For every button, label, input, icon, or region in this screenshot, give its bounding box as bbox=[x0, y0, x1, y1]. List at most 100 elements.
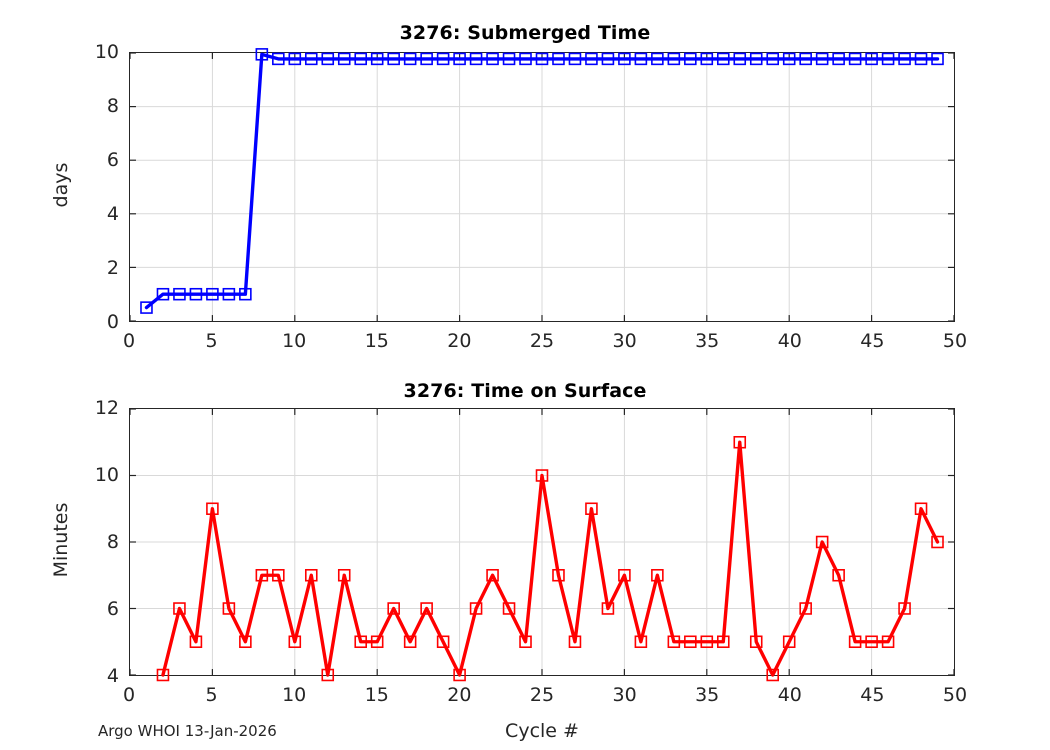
y-tick-label: 2 bbox=[106, 257, 119, 279]
data-point-marker bbox=[782, 52, 796, 66]
plot-area-time-on-surface bbox=[129, 408, 955, 682]
x-tick-label: 50 bbox=[942, 330, 968, 352]
data-point-marker bbox=[239, 635, 252, 649]
data-point-marker bbox=[453, 52, 466, 66]
data-point-marker bbox=[634, 52, 648, 66]
series-time-on-surface bbox=[129, 408, 955, 682]
data-point-marker bbox=[898, 52, 911, 66]
x-tick-label: 0 bbox=[122, 684, 136, 706]
y-axis-label-days: days bbox=[50, 162, 72, 208]
data-point-marker bbox=[634, 635, 648, 649]
y-tick-label: 6 bbox=[106, 149, 119, 171]
data-point-marker bbox=[354, 635, 368, 649]
x-axis-label-cycle: Cycle # bbox=[505, 720, 579, 742]
data-point-marker bbox=[766, 52, 780, 66]
data-point-marker bbox=[667, 52, 681, 66]
data-point-marker bbox=[272, 52, 285, 66]
data-point-marker bbox=[881, 52, 895, 66]
y-tick-label: 10 bbox=[94, 41, 119, 63]
data-point-marker bbox=[766, 668, 780, 682]
data-point-marker bbox=[288, 635, 302, 649]
data-point-marker bbox=[815, 535, 829, 549]
y-tick-label: 6 bbox=[106, 598, 119, 620]
x-tick-label: 20 bbox=[447, 330, 472, 352]
data-point-marker bbox=[931, 52, 944, 66]
data-point-marker bbox=[618, 52, 631, 66]
x-tick-label: 10 bbox=[282, 330, 307, 352]
data-point-marker bbox=[568, 635, 582, 649]
data-point-marker bbox=[832, 52, 845, 66]
data-point-marker bbox=[337, 568, 351, 582]
data-point-marker bbox=[370, 635, 384, 649]
y-tick-label: 10 bbox=[94, 464, 119, 486]
x-tick-label: 30 bbox=[612, 330, 637, 352]
x-tick-label: 5 bbox=[205, 330, 218, 352]
x-tick-label: 5 bbox=[205, 684, 218, 706]
data-point-marker bbox=[914, 52, 928, 66]
data-point-marker bbox=[403, 635, 417, 649]
data-point-marker bbox=[535, 52, 549, 66]
data-point-marker bbox=[304, 568, 318, 582]
data-point-marker bbox=[370, 52, 384, 66]
x-tick-label: 0 bbox=[122, 330, 136, 352]
data-point-marker bbox=[288, 52, 302, 66]
data-point-marker bbox=[255, 48, 269, 61]
data-markers bbox=[156, 435, 944, 682]
data-point-marker bbox=[667, 635, 681, 649]
y-tick-label: 12 bbox=[94, 397, 119, 419]
x-tick-label: 25 bbox=[529, 684, 555, 706]
data-point-marker bbox=[272, 568, 285, 582]
data-point-marker bbox=[568, 52, 582, 66]
data-point-marker bbox=[222, 602, 236, 615]
data-point-marker bbox=[140, 301, 153, 314]
chart-title-submerged-time: 3276: Submerged Time bbox=[399, 22, 651, 44]
data-point-marker bbox=[799, 52, 812, 66]
data-point-marker bbox=[700, 52, 714, 66]
data-point-marker bbox=[436, 52, 450, 66]
x-tick-label: 10 bbox=[282, 684, 307, 706]
data-point-marker bbox=[684, 635, 697, 649]
x-tick-label: 25 bbox=[529, 330, 555, 352]
data-point-marker bbox=[304, 52, 318, 66]
footer-attribution: Argo WHOI 13-Jan-2026 bbox=[98, 722, 277, 740]
data-point-marker bbox=[337, 52, 351, 66]
y-tick-label: 0 bbox=[106, 311, 119, 333]
data-point-marker bbox=[420, 52, 433, 66]
data-line bbox=[161, 440, 940, 677]
data-point-marker bbox=[535, 469, 549, 482]
data-point-marker bbox=[749, 635, 763, 649]
data-point-marker bbox=[206, 502, 219, 516]
data-point-marker bbox=[321, 668, 335, 682]
data-point-marker bbox=[601, 52, 615, 66]
data-point-marker bbox=[782, 635, 796, 649]
data-point-marker bbox=[436, 635, 450, 649]
y-tick-label: 8 bbox=[106, 95, 119, 117]
data-point-marker bbox=[469, 602, 483, 615]
data-point-marker bbox=[881, 635, 895, 649]
data-point-marker bbox=[865, 52, 878, 66]
data-point-marker bbox=[749, 52, 763, 66]
data-point-marker bbox=[222, 287, 236, 301]
data-point-marker bbox=[684, 52, 697, 66]
tick-marks bbox=[129, 408, 955, 676]
data-point-marker bbox=[799, 602, 812, 615]
x-tick-label: 50 bbox=[942, 684, 968, 706]
x-tick-label: 40 bbox=[777, 330, 802, 352]
data-point-marker bbox=[321, 52, 335, 66]
data-point-marker bbox=[156, 668, 170, 682]
data-point-marker bbox=[173, 287, 186, 301]
data-point-marker bbox=[469, 52, 483, 66]
gridlines bbox=[130, 53, 954, 321]
x-tick-label: 35 bbox=[695, 330, 720, 352]
series-submerged-time bbox=[129, 48, 955, 322]
data-point-marker bbox=[403, 52, 417, 66]
data-point-marker bbox=[552, 568, 565, 582]
data-point-marker bbox=[387, 602, 400, 615]
x-tick-label: 35 bbox=[695, 684, 720, 706]
plot-area-submerged-time bbox=[129, 48, 955, 322]
data-point-marker bbox=[486, 52, 499, 66]
data-point-marker bbox=[865, 635, 878, 649]
data-point-marker bbox=[601, 602, 615, 615]
